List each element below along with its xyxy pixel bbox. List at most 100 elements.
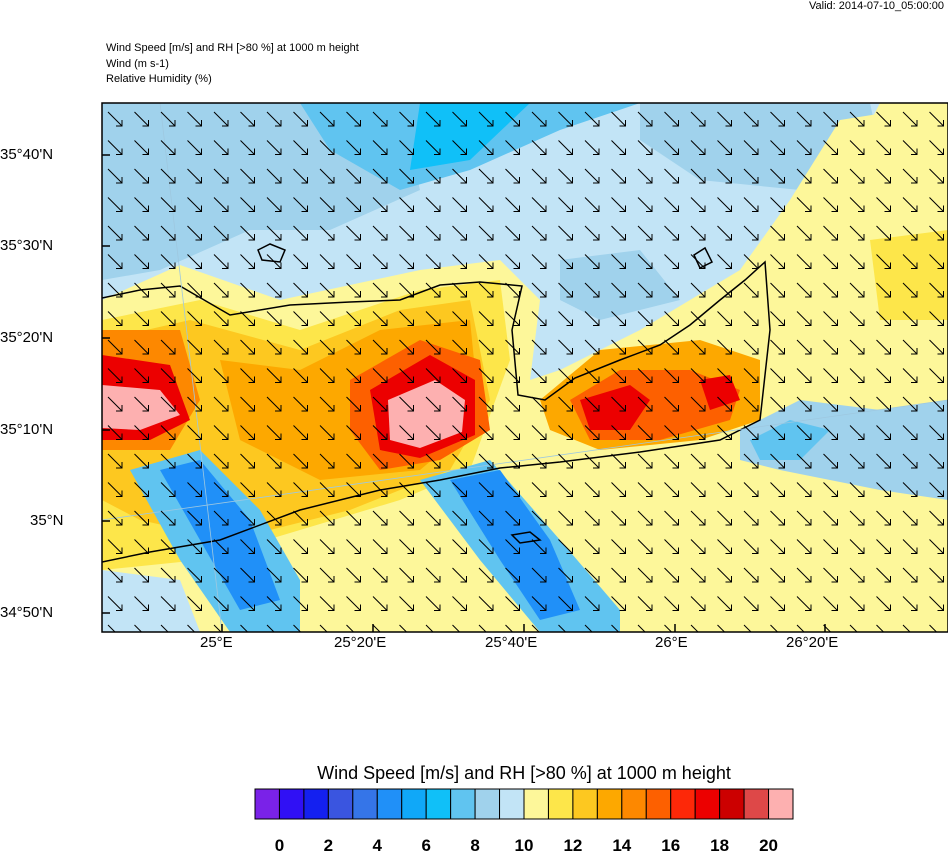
wind-arrow	[399, 624, 408, 632]
wind-arrow	[240, 140, 255, 155]
wind-arrow	[531, 624, 540, 632]
wind-arrow	[266, 567, 282, 583]
wind-arrow	[531, 140, 547, 155]
wind-arrow	[611, 282, 626, 298]
wind-arrow	[584, 140, 600, 155]
wind-arrow	[611, 425, 626, 440]
wind-arrow	[611, 567, 626, 583]
wind-arrow	[558, 596, 573, 611]
wind-arrow	[478, 624, 487, 632]
wind-arrow	[770, 225, 785, 241]
wind-arrow	[399, 368, 414, 383]
wind-arrow	[452, 567, 467, 583]
wind-arrow	[425, 624, 434, 632]
wind-arrow	[876, 539, 891, 554]
rh-label: Relative Humidity (%)	[106, 73, 212, 85]
wind-arrow	[717, 396, 732, 412]
wind-arrow	[319, 254, 335, 269]
wind-arrow	[611, 368, 626, 383]
wind-arrow	[743, 425, 759, 440]
wind-arrow	[823, 567, 838, 583]
wind-arrow	[452, 111, 467, 127]
wind-arrow	[293, 368, 308, 383]
wind-arrow	[584, 368, 600, 383]
colorbar-label: 10	[514, 836, 534, 855]
wind-arrow	[266, 596, 282, 611]
wind-arrow	[187, 510, 202, 526]
wind-arrow	[876, 339, 891, 355]
wind-arrow	[876, 368, 891, 383]
wind-arrow	[240, 311, 255, 326]
wind-arrow	[319, 453, 335, 469]
wind-arrow	[902, 168, 918, 184]
wind-arrow	[664, 311, 679, 326]
wind-arrow	[425, 339, 441, 355]
wind-arrow	[664, 624, 673, 632]
wind-arrow	[213, 225, 229, 241]
wind-arrow	[134, 567, 149, 583]
wind-arrow	[929, 624, 938, 632]
wind-arrow	[849, 311, 865, 326]
wind-arrow	[372, 425, 388, 440]
wind-arrow	[187, 539, 202, 554]
colorbar-swatch	[425, 788, 452, 820]
wind-arrow	[743, 396, 759, 412]
wind-arrow	[823, 254, 838, 269]
wind-arrow	[372, 453, 388, 469]
wind-arrow	[240, 567, 255, 583]
wind-arrow	[637, 624, 646, 632]
colorbar-swatch	[499, 788, 525, 820]
wind-arrow	[849, 453, 865, 469]
wind-arrow	[823, 453, 838, 469]
wind-arrow	[399, 254, 414, 269]
wind-arrow	[558, 282, 573, 298]
wind-arrow	[796, 168, 812, 184]
wind-arrow	[558, 368, 573, 383]
wind-arrow	[293, 111, 308, 127]
wind-arrow	[690, 254, 706, 269]
wind-arrow	[372, 482, 388, 497]
wind-arrow	[399, 197, 414, 212]
colorbar-swatch	[768, 788, 794, 820]
wind-arrow	[346, 339, 361, 355]
wind-arrow	[213, 425, 229, 440]
wind-arrow	[505, 225, 520, 241]
wind-arrow	[690, 282, 706, 298]
wind-arrow	[717, 368, 732, 383]
wind-arrow	[664, 453, 679, 469]
wind-arrow	[796, 368, 812, 383]
wind-arrow	[823, 339, 838, 355]
wind-arrow	[690, 396, 706, 412]
wind-arrow	[929, 425, 944, 440]
wind-arrow	[160, 311, 176, 326]
wind-arrow	[611, 111, 626, 127]
wind-arrow	[531, 368, 547, 383]
wind-arrow	[478, 368, 494, 383]
wind-arrow	[611, 539, 626, 554]
wind-arrow	[134, 453, 149, 469]
wind-arrow	[876, 254, 891, 269]
wind-arrow	[213, 168, 229, 184]
wind-arrow	[531, 567, 547, 583]
wind-arrow	[134, 539, 149, 554]
wind-arrow	[717, 254, 732, 269]
wind-arrow	[743, 482, 759, 497]
wind-arrow	[266, 396, 282, 412]
wind-arrow	[796, 624, 805, 632]
wind-arrow	[425, 596, 441, 611]
wind-arrow	[770, 368, 785, 383]
wind-arrow	[240, 624, 249, 632]
colorbar-label: 20	[759, 836, 778, 855]
wind-arrow	[743, 168, 759, 184]
wind-arrow	[187, 482, 202, 497]
wind-arrow	[372, 111, 388, 127]
wind-arrow	[134, 510, 149, 526]
wind-arrow	[902, 510, 918, 526]
wind-arrow	[187, 140, 202, 155]
wind-arrow	[611, 311, 626, 326]
wind-arrow	[770, 539, 785, 554]
wind-arrow	[160, 140, 176, 155]
wind-arrow	[929, 225, 944, 241]
wind-arrow	[611, 453, 626, 469]
wind-arrow	[293, 482, 308, 497]
